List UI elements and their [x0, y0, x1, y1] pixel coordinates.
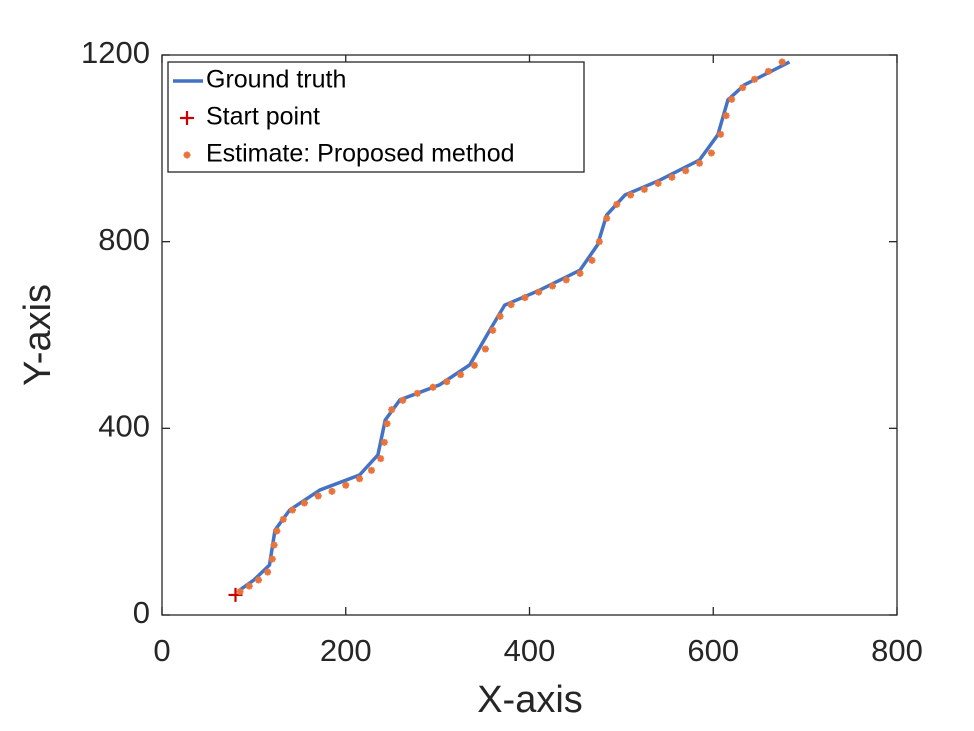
estimate-marker	[668, 173, 676, 181]
estimate-marker	[640, 185, 648, 193]
estimate-marker	[722, 112, 730, 120]
estimate-marker	[707, 149, 715, 157]
x-tick-label: 800	[871, 633, 923, 668]
legend-swatch	[180, 111, 194, 125]
estimate-marker	[270, 541, 278, 549]
estimate-marker	[739, 84, 747, 92]
estimate-marker	[273, 527, 281, 535]
estimate-marker	[481, 345, 489, 353]
y-tick-label: 800	[98, 222, 150, 257]
estimate-marker	[695, 159, 703, 167]
estimate-marker	[328, 487, 336, 495]
y-tick-label: 400	[98, 409, 150, 444]
estimate-marker	[778, 58, 786, 66]
estimate-marker	[588, 256, 596, 264]
estimate-marker	[264, 568, 272, 576]
estimate-marker	[377, 455, 385, 463]
estimate-marker	[367, 466, 375, 474]
estimate-marker	[548, 282, 556, 290]
estimate-marker	[429, 383, 437, 391]
estimate-marker	[443, 378, 451, 386]
estimate-marker	[764, 67, 772, 75]
estimate-marker	[236, 588, 244, 596]
estimate-marker	[399, 396, 407, 404]
legend-label: Estimate: Proposed method	[206, 140, 515, 168]
estimate-marker	[245, 582, 253, 590]
estimate-marker	[728, 95, 736, 103]
estimate-marker	[576, 269, 584, 277]
estimate-marker	[613, 200, 621, 208]
estimate-marker	[521, 294, 529, 302]
estimate-marker	[457, 371, 465, 379]
legend-swatch	[183, 151, 191, 159]
y-axis-label: Y-axis	[17, 284, 59, 386]
x-tick-label: 600	[687, 633, 739, 668]
estimate-marker	[717, 130, 725, 138]
y-tick-label: 1200	[81, 35, 150, 70]
estimate-marker	[507, 301, 515, 309]
estimate-marker	[496, 312, 504, 320]
estimate-marker	[470, 361, 478, 369]
estimate-marker	[300, 499, 308, 507]
estimate-marker	[254, 576, 262, 584]
estimate-marker	[595, 238, 603, 246]
estimate-marker	[356, 475, 364, 483]
x-axis-label: X-axis	[477, 679, 583, 721]
estimate-marker	[627, 191, 635, 199]
estimate-marker	[268, 555, 276, 563]
estimate-marker	[288, 506, 296, 514]
x-tick-label: 0	[153, 633, 170, 668]
x-tick-label: 400	[504, 633, 556, 668]
estimate-marker	[562, 276, 570, 284]
estimate-marker	[388, 406, 396, 414]
estimate-marker	[654, 179, 662, 187]
legend-label: Start point	[206, 103, 320, 131]
estimate-marker	[535, 288, 543, 296]
legend-box	[167, 61, 585, 173]
y-tick-label: 0	[133, 595, 150, 630]
legend-label: Ground truth	[206, 66, 346, 94]
estimate-marker	[383, 420, 391, 428]
estimate-marker	[682, 167, 690, 175]
estimate-marker	[751, 75, 759, 83]
estimate-marker	[380, 438, 388, 446]
estimate-marker	[314, 492, 322, 500]
estimate-marker	[603, 214, 611, 222]
estimate-marker	[279, 515, 287, 523]
estimate-marker	[413, 389, 421, 397]
x-tick-label: 200	[320, 633, 372, 668]
estimate-marker	[342, 481, 350, 489]
estimate-marker	[489, 326, 497, 334]
